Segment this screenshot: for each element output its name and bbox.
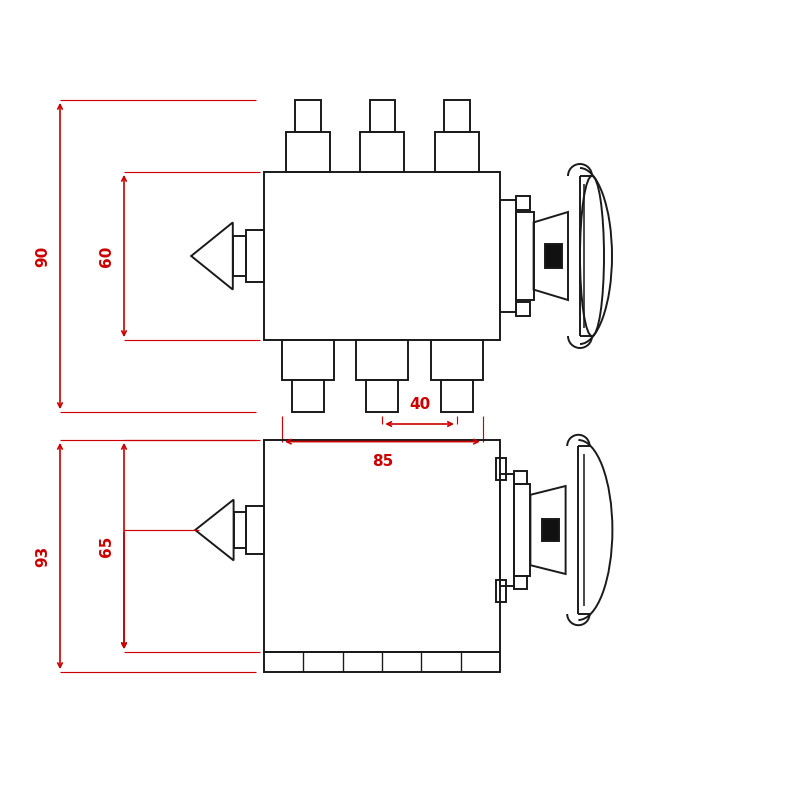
Bar	[516, 196, 530, 210]
Bar	[366, 380, 398, 412]
Bar	[514, 483, 530, 576]
Bar	[430, 340, 482, 380]
Text: 60: 60	[99, 246, 114, 266]
Bar	[514, 576, 527, 589]
Bar	[542, 518, 559, 541]
Text: 93: 93	[35, 546, 50, 566]
Text: 90: 90	[35, 246, 50, 266]
Bar	[435, 132, 479, 172]
Bar	[292, 380, 324, 412]
Text: 65: 65	[99, 535, 114, 557]
Bar	[444, 100, 470, 132]
Bar	[514, 470, 527, 483]
Bar	[370, 100, 395, 132]
Bar	[516, 302, 530, 316]
Bar	[295, 100, 321, 132]
Bar	[441, 380, 473, 412]
Bar	[246, 230, 264, 282]
Bar	[234, 512, 246, 548]
Bar	[264, 652, 500, 672]
Bar	[500, 474, 514, 586]
Bar	[357, 340, 408, 380]
Bar	[516, 212, 534, 300]
Bar	[500, 200, 516, 312]
Bar	[496, 458, 506, 480]
Bar	[264, 172, 500, 340]
Bar	[282, 340, 334, 380]
Bar	[545, 244, 562, 268]
Bar	[246, 506, 264, 554]
Bar	[233, 236, 246, 276]
Bar	[496, 579, 506, 602]
Text: 85: 85	[372, 454, 393, 470]
Bar	[264, 440, 500, 652]
Bar	[360, 132, 404, 172]
Text: 40: 40	[409, 397, 430, 412]
Bar	[286, 132, 330, 172]
